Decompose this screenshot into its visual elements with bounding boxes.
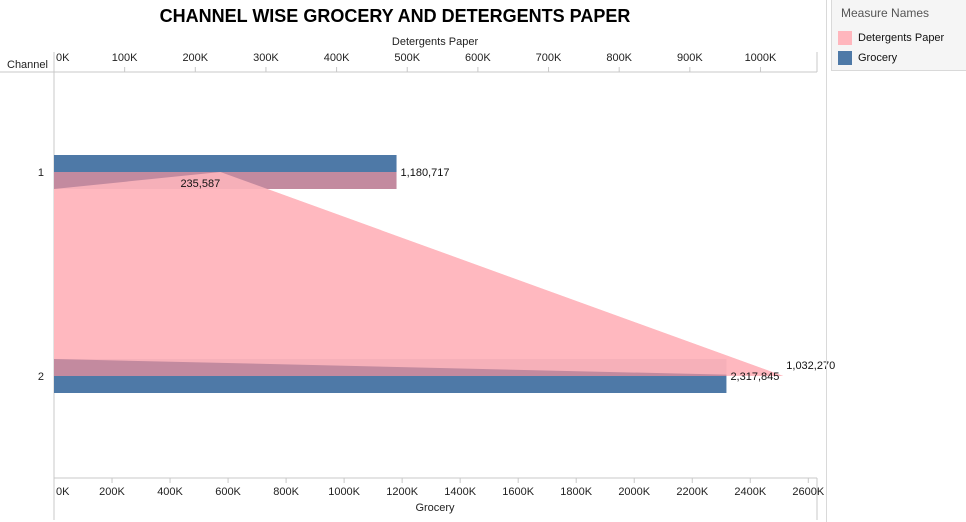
bottom-tick-label: 1600K [502,486,534,498]
detergents-paper-area-overlay [54,172,784,376]
top-tick-label: 900K [677,52,703,64]
top-tick-label: 700K [536,52,562,64]
bottom-axis-label: Grocery [415,502,455,514]
detergents-paper-data-label: 235,587 [180,178,220,190]
bottom-tick-label: 1200K [386,486,418,498]
bottom-tick-label: 600K [215,486,241,498]
top-tick-label: 300K [253,52,279,64]
legend-panel-divider [826,0,827,522]
category-label: 2 [38,371,44,383]
bottom-tick-label: 2000K [618,486,650,498]
top-axis-label: Detergents Paper [392,36,479,48]
row-header: Channel [7,59,48,71]
legend-swatch-detergents-paper [838,31,852,45]
top-tick-label: 0K [56,52,70,64]
bottom-tick-label: 1400K [444,486,476,498]
top-tick-label: 1000K [745,52,777,64]
bottom-tick-label: 1000K [328,486,360,498]
bottom-tick-label: 2400K [734,486,766,498]
legend: Measure Names Detergents Paper Grocery [831,0,966,71]
bottom-tick-label: 200K [99,486,125,498]
grocery-bar-channel-1 [54,155,397,172]
bottom-tick-label: 1800K [560,486,592,498]
bottom-tick-label: 0K [56,486,70,498]
legend-item-grocery[interactable]: Grocery [838,50,897,66]
grocery-data-label: 2,317,845 [730,371,779,383]
legend-label-detergents-paper: Detergents Paper [858,32,945,44]
top-tick-label: 100K [112,52,138,64]
chart-title: CHANNEL WISE GROCERY AND DETERGENTS PAPE… [160,6,631,26]
category-label: 1 [38,167,44,179]
legend-title: Measure Names [841,6,930,20]
grocery-data-label: 1,180,717 [401,167,450,179]
legend-swatch-grocery [838,51,852,65]
bottom-tick-label: 800K [273,486,299,498]
top-tick-label: 400K [324,52,350,64]
top-tick-label: 500K [394,52,420,64]
top-tick-label: 600K [465,52,491,64]
detergents-paper-data-label: 1,032,270 [786,360,835,372]
legend-label-grocery: Grocery [858,52,898,64]
bottom-tick-label: 2600K [792,486,824,498]
grocery-bar-channel-2 [54,376,727,393]
bottom-tick-label: 2200K [676,486,708,498]
top-tick-label: 200K [182,52,208,64]
top-tick-label: 800K [606,52,632,64]
bottom-tick-label: 400K [157,486,183,498]
legend-item-detergents-paper[interactable]: Detergents Paper [838,30,944,46]
